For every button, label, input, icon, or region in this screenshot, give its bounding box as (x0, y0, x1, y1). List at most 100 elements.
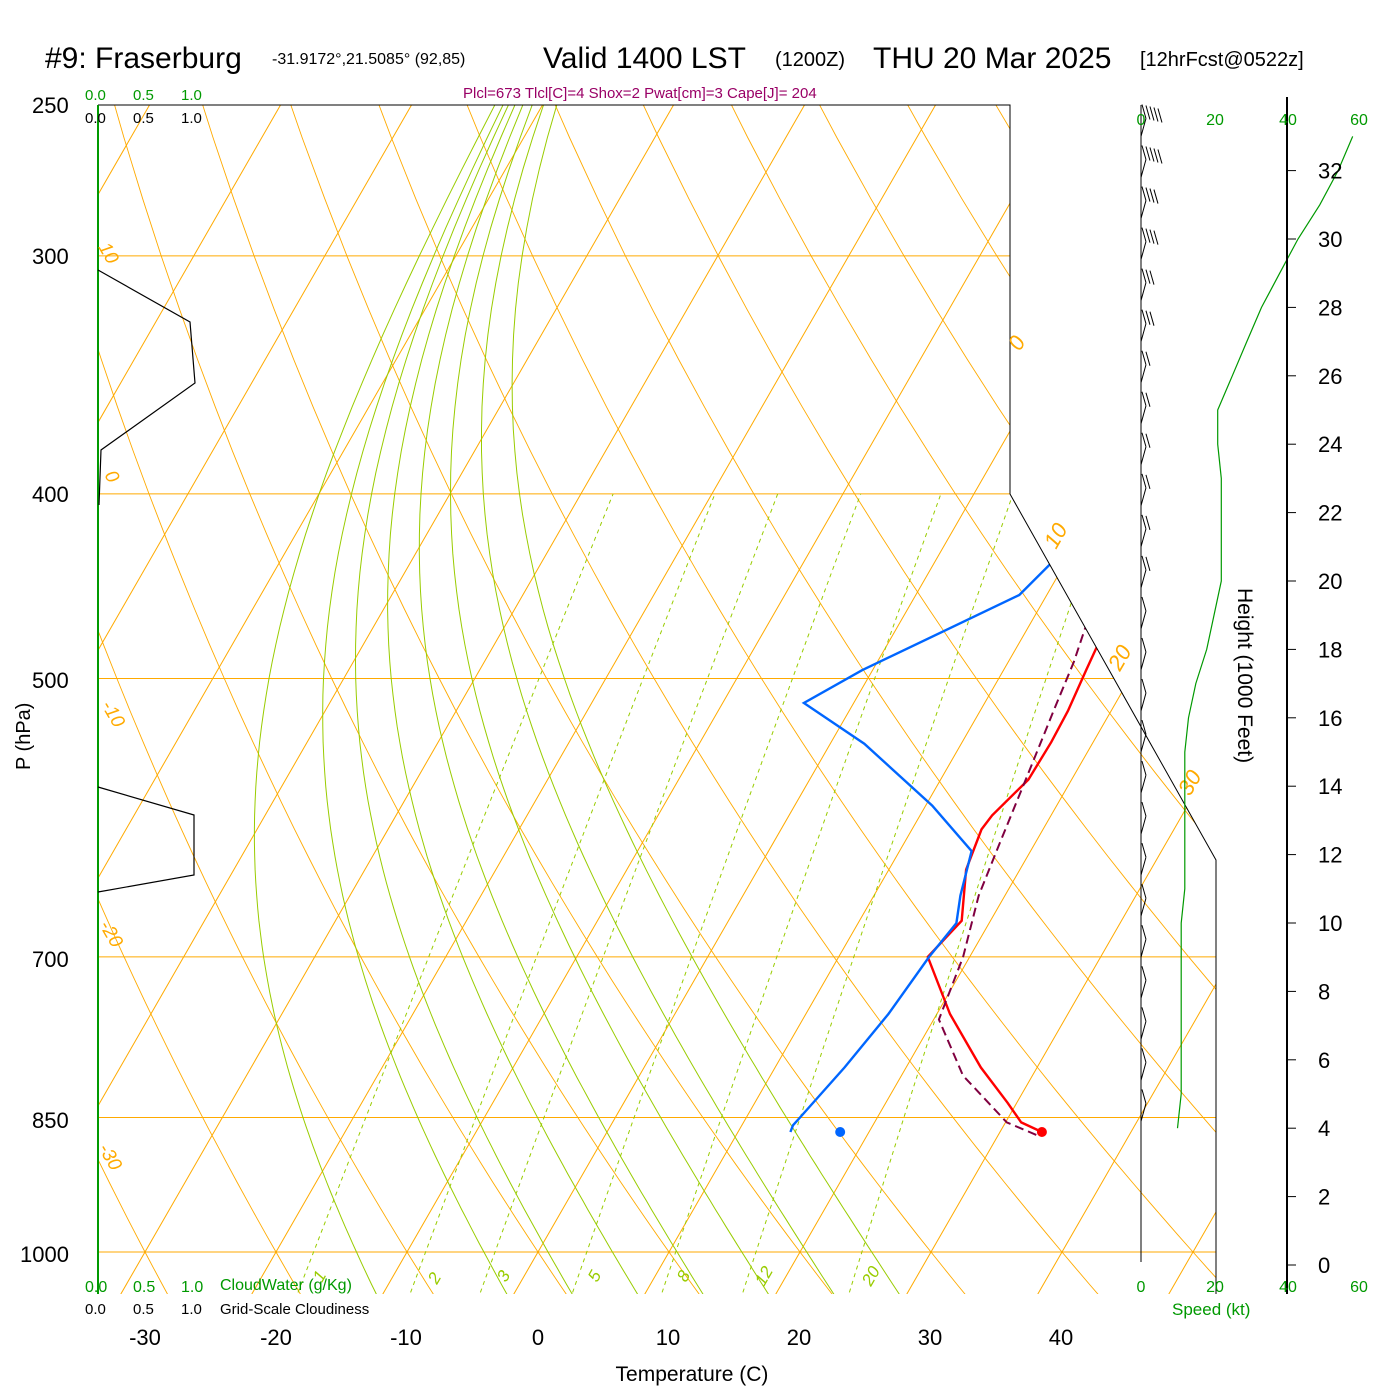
speed-tick: 60 (1350, 1279, 1368, 1296)
moist-adiabat-line (354, 105, 577, 1294)
wind-barb-flag (1145, 351, 1151, 366)
speed-tick: 40 (1279, 1279, 1297, 1296)
temp-tick: 10 (656, 1325, 680, 1350)
wind-barb-flag (1141, 309, 1147, 324)
wind-barb-flag (1141, 268, 1147, 283)
isotherm-label: 0 (1003, 331, 1031, 355)
temp-tick: 40 (1049, 1325, 1073, 1350)
isotherm-line (116, 105, 825, 1294)
pressure-tick: 850 (32, 1108, 69, 1133)
pressure-tick: 300 (32, 244, 69, 269)
wind-barb-flag (1141, 925, 1147, 940)
wind-barb-flag (1141, 514, 1147, 530)
wind-barb-flag (1141, 473, 1147, 488)
mixing-ratio-label: 2 (424, 1269, 446, 1288)
parcel-profile-line (937, 594, 1097, 1136)
mixing-ratio-label: 8 (673, 1267, 694, 1285)
wind-barb-flag (1141, 843, 1147, 858)
dry-adiabat-line (539, 105, 1216, 1294)
wind-barb-flag (1141, 1048, 1147, 1063)
wind-barb-flag (1141, 637, 1147, 653)
moist-adiabat-line (418, 105, 708, 1294)
isotherm-line (98, 105, 301, 1294)
moist-adiabat-line (253, 105, 513, 1294)
isotherm-line (1296, 71, 1400, 1300)
mixing-ratio-line (661, 493, 942, 1293)
wind-barb-flag (1153, 107, 1159, 122)
wind-barb-shaft (1140, 651, 1147, 671)
wind-barb-shaft (1140, 1062, 1147, 1081)
temperature-axis-label: Temperature (C) (616, 1363, 769, 1386)
dry-adiabat-line (104, 105, 704, 1294)
temp-tick: 0 (532, 1325, 544, 1350)
profile-layer (789, 114, 1166, 1138)
mixing-ratio-label: 5 (584, 1267, 605, 1285)
station-coords: -31.9172°,21.5085° (92,85) (272, 51, 465, 68)
grid-layer (98, 71, 1400, 1300)
isotherm-label: 30 (1173, 765, 1207, 799)
dry-adiabat-line (714, 105, 1216, 1294)
wind-barb-flag (1141, 227, 1147, 242)
isotherm-label: 20 (1102, 640, 1137, 675)
wind-barb-flag (1145, 105, 1151, 120)
wind-barb-flag (1141, 145, 1147, 160)
wind-barb-flag (1157, 108, 1163, 123)
speed-tick: 40 (1279, 112, 1297, 129)
wind-barb-shaft (1140, 405, 1147, 424)
wind-barb-flag (1149, 147, 1155, 162)
cloud-scale-bottom: 0.0 0.5 1.0 CloudWater (g/Kg) 0.0 0.5 1.… (85, 1277, 369, 1318)
mixing-ratio-line (572, 493, 862, 1293)
wind-barb-flag (1141, 719, 1147, 735)
height-tick-label: 2 (1318, 1185, 1330, 1210)
wind-barb-shaft (1140, 1103, 1147, 1122)
temp-tick: -30 (129, 1325, 161, 1350)
wind-barb-flag (1153, 189, 1159, 204)
wind-barb-shaft (1140, 282, 1147, 301)
wind-barb-flag (1145, 310, 1151, 325)
moist-adiabat-line (511, 105, 904, 1294)
wind-barb-flag (1141, 884, 1147, 899)
wind-barb-shaft (1140, 939, 1147, 958)
height-tick-label: 24 (1318, 432, 1342, 457)
mixing-ratio-line (742, 493, 1014, 1293)
wind-barb-flag (1141, 350, 1147, 365)
cloud-green-tick: 1.0 (181, 1279, 203, 1296)
wind-barb-flag (1145, 146, 1151, 161)
height-tick-label: 26 (1318, 364, 1342, 389)
wind-barb-shaft (1140, 1021, 1147, 1040)
speed-tick: 0 (1137, 1279, 1146, 1296)
mixing-ratio-labels: 1 2 3 5 8 12 20 (309, 1263, 884, 1290)
height-tick-label: 4 (1318, 1116, 1330, 1141)
valid-date: THU 20 Mar 2025 (873, 42, 1111, 75)
mixing-ratio-line (297, 493, 614, 1293)
speed-tick: 20 (1206, 1279, 1224, 1296)
speed-scale-top: 0 20 40 60 (1137, 112, 1368, 129)
wind-barb-flag (1141, 391, 1147, 406)
dry-adiabat-line (98, 105, 305, 1294)
wind-barb-flag (1141, 555, 1147, 571)
height-tick-label: 30 (1318, 227, 1342, 252)
mixing-ratio-line (848, 493, 1109, 1293)
height-axis-label: Height (1000 Feet) (1233, 588, 1256, 763)
wind-barb-shaft (1140, 364, 1147, 383)
wind-barb-flag (1141, 596, 1147, 612)
isotherm-label: -20 (95, 917, 127, 952)
isotherm-line (98, 105, 694, 1294)
wind-barb-flag (1141, 432, 1147, 447)
cloud-green-tick: 0.0 (85, 87, 106, 104)
wind-barb-shaft (1140, 241, 1147, 260)
dry-adiabat-line (365, 105, 1104, 1294)
pressure-axis-label: P (hPa) (13, 703, 35, 770)
wind-barb-flag (1145, 228, 1151, 243)
station-title: #9: Fraserburg (45, 42, 242, 75)
speed-scale-bottom: 0 20 40 60 (1137, 1279, 1368, 1296)
isotherm-labels: 10 0 -10 -20 -30 0 10 20 30 (94, 239, 1207, 1175)
moist-adiabat-line (449, 105, 773, 1294)
moist-adiabat-line (387, 105, 642, 1294)
isotherm-line (1033, 105, 1216, 1294)
wind-barb-flag (1141, 678, 1147, 694)
isotherm-line (902, 105, 1216, 1294)
height-tick-label: 22 (1318, 501, 1342, 526)
cloudiness-label: Grid-Scale Cloudiness (220, 1301, 369, 1318)
